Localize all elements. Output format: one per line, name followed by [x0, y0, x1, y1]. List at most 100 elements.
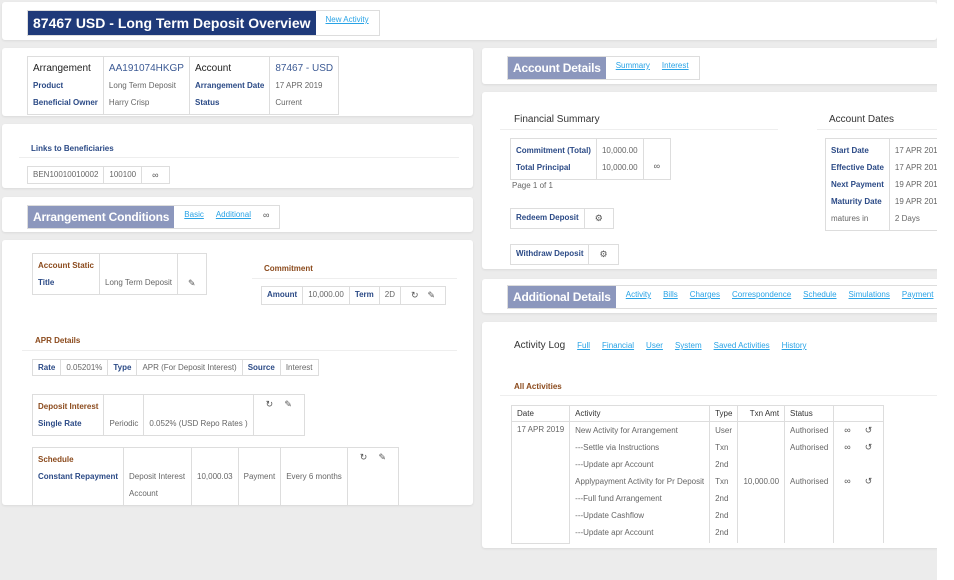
tab-interest[interactable]: Interest: [661, 61, 689, 70]
refresh-icon[interactable]: ↻: [265, 399, 274, 409]
edit-icon[interactable]: ✎: [284, 399, 292, 409]
activity-actions: [833, 507, 885, 524]
tab-summary[interactable]: Summary: [615, 61, 650, 70]
arrangement-id: AA191074HKGP: [108, 63, 184, 74]
source: Interest: [279, 359, 319, 376]
tab-correspondence[interactable]: Correspondence: [732, 290, 792, 299]
view-icon[interactable]: ∞: [844, 476, 851, 486]
log-tab-system[interactable]: System: [674, 341, 702, 350]
tab-basic[interactable]: Basic: [184, 210, 204, 219]
log-tab-user[interactable]: User: [646, 341, 663, 350]
edit-icon[interactable]: ✎: [188, 278, 196, 288]
view-icon[interactable]: ∞: [653, 161, 660, 171]
log-tab-history[interactable]: History: [781, 341, 807, 350]
title-label: Title: [38, 278, 55, 287]
financial-summary-table: Commitment (Total) Total Principal 10,000…: [510, 138, 671, 180]
activity-status: [784, 524, 835, 543]
schedule-table: Schedule Constant Repayment Deposit Inter…: [31, 447, 399, 506]
additional-details-title: Additional Details: [508, 286, 616, 308]
type-label: Type: [107, 359, 138, 376]
table-row: Applypayment Activity for Pr Deposit Txn 1…: [512, 473, 885, 490]
activity-actions: ∞ ↺: [833, 421, 885, 439]
interest-kind: Periodic: [103, 394, 145, 436]
log-tab-financial[interactable]: Financial: [602, 341, 635, 350]
schedule-amount: 10,000.03: [191, 447, 239, 506]
refresh-icon[interactable]: ↻: [411, 290, 419, 300]
log-tab-saved-activities[interactable]: Saved Activities: [713, 341, 770, 350]
conditions-title: Arrangement Conditions: [28, 206, 175, 228]
view-icon[interactable]: ∞: [844, 442, 851, 452]
account-details-title: Account Details: [508, 57, 606, 79]
date-label: Maturity Date: [831, 197, 882, 206]
page-title: 87467 USD - Long Term Deposit Overview: [28, 11, 316, 35]
beneficiaries-heading: Links to Beneficiaries: [31, 144, 114, 153]
beneficiaries-card: Links to Beneficiaries BEN10010010002 10…: [2, 124, 473, 188]
tab-bills[interactable]: Bills: [663, 290, 678, 299]
rate: 0.05201%: [60, 359, 109, 376]
tab-payment[interactable]: Payment: [901, 290, 934, 299]
actions-header: [833, 405, 885, 422]
activity-name: ---Update apr Account: [569, 524, 711, 543]
activity-amount: [737, 439, 786, 456]
reverse-icon[interactable]: ↺: [864, 476, 873, 486]
all-activities-heading: All Activities: [514, 382, 562, 391]
schedule-frequency: Every 6 months: [280, 447, 348, 506]
refresh-icon[interactable]: ↻: [359, 452, 368, 462]
activity-name: ---Settle via Instructions: [569, 439, 711, 456]
date-value: 19 APR 2019: [894, 180, 937, 189]
gear-icon[interactable]: ⚙: [599, 249, 608, 259]
account-dates-heading: Account Dates: [829, 114, 895, 125]
activity-status: Authorised: [784, 473, 835, 490]
log-tab-full[interactable]: Full: [577, 341, 591, 350]
rate-label: Rate: [31, 359, 62, 376]
amount: 10,000.00: [302, 286, 350, 305]
table-row: ---Update apr Account 2nd: [512, 456, 885, 473]
status-label: Status: [194, 98, 220, 107]
account-static-heading: Account Static: [38, 261, 95, 270]
view-icon[interactable]: ∞: [152, 170, 159, 180]
column-header: Date: [510, 405, 571, 422]
activity-type: User: [709, 421, 739, 439]
gear-icon[interactable]: ⚙: [594, 213, 603, 223]
arr-date: 17 APR 2019: [275, 81, 323, 90]
date-label: Effective Date: [831, 163, 884, 172]
activity-log-title: Activity Log: [514, 340, 566, 351]
total-principal: 10,000.00: [601, 163, 638, 172]
tab-charges[interactable]: Charges: [689, 290, 721, 299]
activity-name: ---Update apr Account: [569, 456, 711, 473]
schedule-property: Deposit Interest Account: [123, 447, 193, 506]
apr-heading: APR Details: [35, 336, 81, 345]
date-label: matures in: [831, 214, 869, 223]
tab-simulations[interactable]: Simulations: [848, 290, 890, 299]
view-icon[interactable]: ∞: [844, 425, 851, 435]
table-row: ---Update apr Account 2nd: [512, 524, 885, 543]
new-activity-link[interactable]: New Activity: [325, 15, 369, 24]
beneficiary-id: BEN10010010002: [26, 166, 105, 184]
owner: Harry Crisp: [108, 98, 150, 107]
commitment-table: Amount 10,000.00 Term 2D ↻ ✎: [260, 286, 446, 305]
arrangement-label: Arrangement: [33, 63, 91, 74]
reverse-icon[interactable]: ↺: [864, 425, 873, 435]
column-header: Activity: [569, 405, 711, 422]
commitment-total-label: Commitment (Total): [516, 146, 591, 155]
edit-icon[interactable]: ✎: [378, 452, 386, 462]
activity-table: Date Activity Type Txn Amt Status 17 APR 201…: [510, 405, 885, 544]
activity-type: 2nd: [709, 456, 739, 473]
apr-table: Rate 0.05201% Type APR (For Deposit Inte…: [31, 359, 319, 376]
reverse-icon[interactable]: ↺: [864, 442, 873, 452]
redeem-deposit-button[interactable]: Redeem Deposit ⚙: [510, 208, 614, 229]
column-header: Type: [709, 405, 739, 422]
status: Current: [275, 98, 303, 107]
activity-name: New Activity for Arrangement: [569, 421, 711, 439]
tab-additional[interactable]: Additional: [215, 210, 251, 219]
edit-icon[interactable]: ✎: [427, 290, 435, 300]
withdraw-deposit-button[interactable]: Withdraw Deposit ⚙: [509, 244, 619, 265]
activity-actions: ∞ ↺: [833, 439, 885, 456]
date-value: 2 Days: [894, 214, 920, 223]
view-icon[interactable]: ∞: [262, 210, 270, 220]
tab-schedule[interactable]: Schedule: [803, 290, 837, 299]
tab-activity[interactable]: Activity: [625, 290, 652, 299]
activity-status: Authorised: [784, 439, 835, 456]
additional-details-header-card: Additional Details Activity Bills Charges C…: [482, 279, 937, 313]
